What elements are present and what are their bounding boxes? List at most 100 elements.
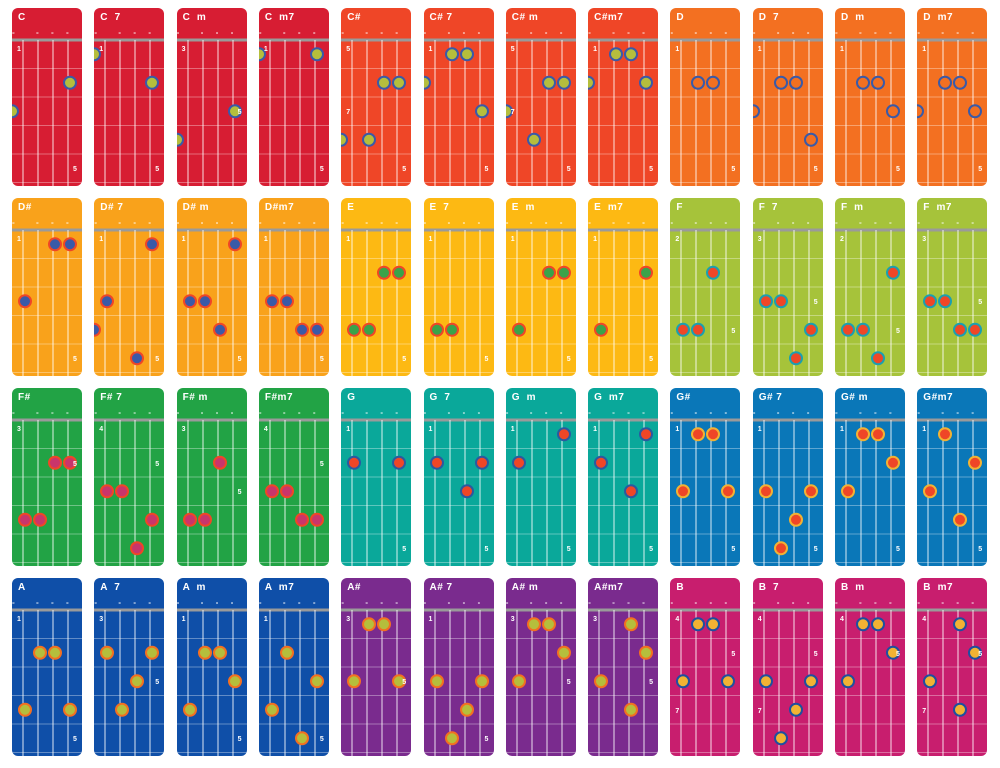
fret-number-label: 5 <box>566 679 571 687</box>
chord-name: C# 7 <box>429 12 453 23</box>
open-string-marker: ° <box>380 32 383 39</box>
finger-dot <box>227 237 242 252</box>
finger-dot <box>639 645 654 660</box>
open-string-marker: ° <box>505 32 509 39</box>
finger-dot <box>341 132 349 147</box>
chord-name: B 7 <box>758 582 780 593</box>
open-string-marker: ° <box>724 412 728 419</box>
open-string-marker: ° <box>297 602 301 609</box>
finger-dot <box>676 674 691 689</box>
chord-card: A 7 ° ° ° ° 3 5 <box>94 578 165 756</box>
chord-name: A m7 <box>264 582 295 593</box>
finger-dot <box>444 47 459 62</box>
open-string-marker: ° <box>215 412 219 419</box>
open-string-marker: ° <box>588 32 591 39</box>
fret-number-label: 5 <box>155 356 160 364</box>
fret-number-label: 5 <box>813 299 818 307</box>
fretboard-diagram <box>341 38 412 186</box>
fret-number-label: 5 <box>402 166 407 174</box>
open-string-marker: ° <box>462 602 466 609</box>
finger-dot <box>18 702 32 717</box>
open-string-marker: ° <box>297 32 301 39</box>
chord-card: A# 7 ° ° ° ° 1 5 <box>423 578 494 756</box>
chord-name: D m7 <box>923 12 954 23</box>
finger-dot <box>459 47 474 62</box>
finger-dot <box>197 512 212 527</box>
open-string-marker: ° <box>312 602 316 609</box>
fret-number-label: 1 <box>428 236 433 244</box>
open-string-marker: ° <box>941 222 945 229</box>
finger-dot <box>347 455 362 470</box>
chord-card: A ° ° ° ° 1 5 <box>12 578 82 756</box>
chord-card: E m7 ° ° ° ° 1 5 <box>588 198 659 376</box>
open-string-marker: ° <box>971 32 975 39</box>
finger-dot <box>505 104 513 119</box>
fret-number-label: 1 <box>840 426 844 434</box>
open-string-marker: ° <box>462 412 466 419</box>
fretboard-diagram <box>917 228 988 376</box>
open-string-marker: ° <box>791 602 795 609</box>
finger-dot <box>63 455 77 470</box>
open-string-marker: ° <box>36 32 39 39</box>
chord-name: E m <box>511 202 535 213</box>
fretboard-diagram <box>588 228 659 376</box>
finger-dot <box>871 351 885 366</box>
open-string-marker: ° <box>752 602 756 609</box>
open-string-marker: ° <box>36 222 39 229</box>
finger-dot <box>264 484 279 499</box>
fret-number-label: 1 <box>922 426 927 434</box>
open-string-marker: ° <box>612 602 615 609</box>
finger-dot <box>758 484 773 499</box>
finger-dot <box>145 75 160 90</box>
fretboard-diagram <box>670 38 741 186</box>
open-string-marker: ° <box>230 222 234 229</box>
open-string-marker: ° <box>835 412 838 419</box>
finger-dot <box>871 427 885 442</box>
chord-card: F# m ° ° ° ° 3 5 <box>176 388 247 566</box>
fret-number-label: 5 <box>978 546 983 554</box>
fret-number-label: 5 <box>813 546 818 554</box>
fretboard-diagram <box>588 608 659 756</box>
finger-dot <box>18 294 32 309</box>
fret-number-label: 1 <box>263 46 268 54</box>
fretboard-diagram <box>917 608 988 756</box>
finger-dot <box>474 104 489 119</box>
chord-card: F m7 ° ° ° ° 3 5 <box>917 198 988 376</box>
open-string-marker: ° <box>806 222 810 229</box>
fret-number-label: 3 <box>17 426 21 434</box>
open-string-marker: ° <box>642 32 645 39</box>
open-string-marker: ° <box>477 412 481 419</box>
fret-number-label: 5 <box>346 46 351 54</box>
finger-dot <box>871 617 885 632</box>
fretboard-diagram <box>341 228 412 376</box>
open-string-marker: ° <box>282 32 286 39</box>
fretboard-diagram <box>12 418 82 566</box>
finger-dot <box>856 75 870 90</box>
finger-dot <box>392 75 407 90</box>
open-string-marker: ° <box>627 412 630 419</box>
fretboard-diagram <box>341 608 412 756</box>
finger-dot <box>212 322 227 337</box>
finger-dot <box>511 455 526 470</box>
finger-dot <box>841 484 855 499</box>
finger-dot <box>33 512 47 527</box>
open-string-marker: ° <box>724 602 728 609</box>
finger-dot <box>556 645 571 660</box>
finger-dot <box>258 47 266 62</box>
open-string-marker: ° <box>395 412 398 419</box>
fret-number-label: 1 <box>922 46 927 54</box>
finger-dot <box>115 702 130 717</box>
finger-dot <box>706 265 721 280</box>
finger-dot <box>362 322 377 337</box>
finger-dot <box>706 75 721 90</box>
chord-name: B m <box>841 582 865 593</box>
open-string-marker: ° <box>133 602 137 609</box>
open-string-marker: ° <box>529 222 533 229</box>
chord-name: D m <box>841 12 865 23</box>
fretboard-diagram <box>176 608 247 756</box>
open-string-marker: ° <box>670 222 674 229</box>
open-string-marker: ° <box>529 32 533 39</box>
finger-dot <box>429 322 444 337</box>
open-string-marker: ° <box>670 32 674 39</box>
